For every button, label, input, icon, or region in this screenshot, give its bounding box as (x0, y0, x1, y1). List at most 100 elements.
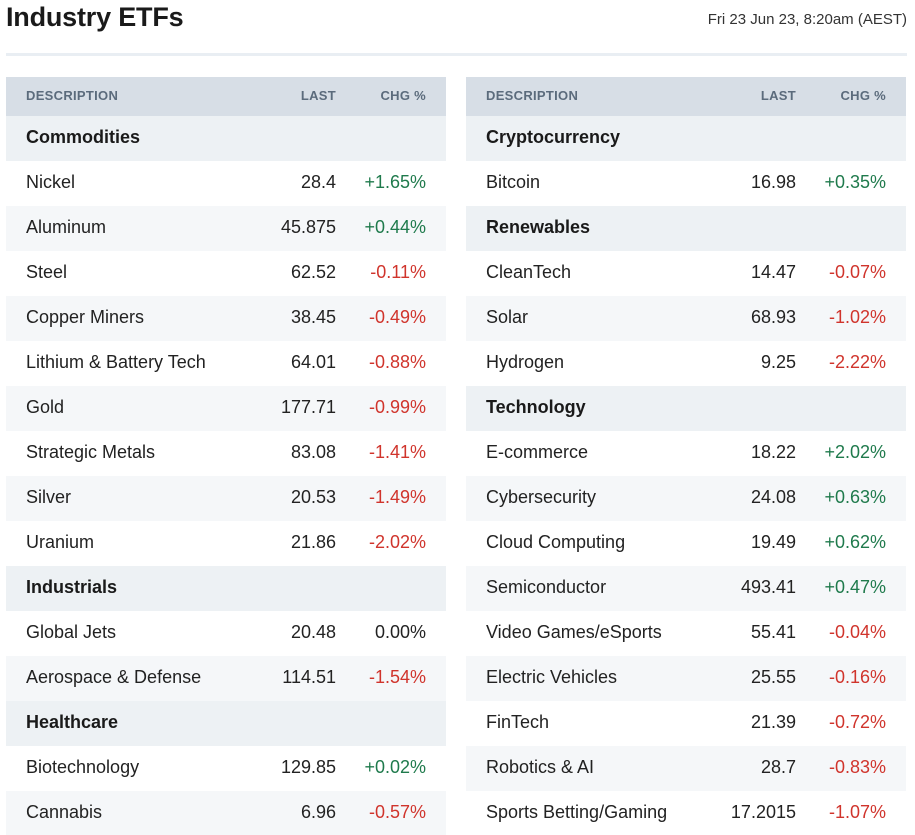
last-price: 114.51 (282, 667, 336, 687)
etf-name[interactable]: Cloud Computing (486, 532, 626, 552)
category-label: Cryptocurrency (486, 127, 621, 147)
change-percent: -0.99% (368, 397, 426, 417)
table-row[interactable]: Robotics & AI 28.7 -0.83% (466, 746, 906, 791)
etf-name[interactable]: Global Jets (26, 622, 117, 642)
etf-name[interactable]: Robotics & AI (486, 757, 595, 777)
change-percent: -2.22% (828, 352, 886, 372)
table-row[interactable]: Strategic Metals 83.08 -1.41% (6, 431, 446, 476)
table-row[interactable]: Nickel 28.4 +1.65% (6, 161, 446, 206)
etf-name[interactable]: E-commerce (486, 442, 589, 462)
table-row[interactable]: Gold 177.71 -0.99% (6, 386, 446, 431)
etf-name[interactable]: Gold (26, 397, 65, 417)
table-header: DESCRIPTION LAST CHG % (466, 77, 906, 116)
change-percent: -1.49% (368, 487, 426, 507)
page-header: Industry ETFs Fri 23 Jun 23, 8:20am (AES… (6, 0, 907, 56)
etf-name[interactable]: Strategic Metals (26, 442, 156, 462)
change-percent: +0.02% (364, 757, 426, 777)
etf-name[interactable]: Electric Vehicles (486, 667, 618, 687)
change-percent: -0.88% (368, 352, 426, 372)
table-row[interactable]: Sports Betting/Gaming 17.2015 -1.07% (466, 791, 906, 835)
last-price: 21.86 (290, 532, 336, 552)
column-header-last[interactable]: LAST (300, 88, 336, 103)
column-header-description[interactable]: DESCRIPTION (486, 88, 579, 103)
etf-table-left: DESCRIPTION LAST CHG % Commodities Nickel… (6, 77, 446, 835)
etf-name[interactable]: Silver (26, 487, 72, 507)
change-percent: +1.65% (364, 172, 426, 192)
last-price: 64.01 (290, 352, 336, 372)
etf-name[interactable]: Bitcoin (486, 172, 541, 192)
change-percent: +0.62% (824, 532, 886, 552)
table-row[interactable]: Cloud Computing 19.49 +0.62% (466, 521, 906, 566)
category-row: Industrials (6, 566, 446, 611)
etf-name[interactable]: Uranium (26, 532, 95, 552)
change-percent: -0.11% (370, 262, 426, 282)
table-row[interactable]: E-commerce 18.22 +2.02% (466, 431, 906, 476)
page-title: Industry ETFs (6, 2, 184, 32)
change-percent: +0.35% (824, 172, 886, 192)
last-price: 18.22 (750, 442, 796, 462)
table-row[interactable]: Lithium & Battery Tech 64.01 -0.88% (6, 341, 446, 386)
column-header-chg[interactable]: CHG % (840, 88, 886, 103)
etf-name[interactable]: Cannabis (26, 802, 103, 822)
etf-name[interactable]: Solar (486, 307, 529, 327)
table-row[interactable]: Cybersecurity 24.08 +0.63% (466, 476, 906, 521)
table-row[interactable]: Copper Miners 38.45 -0.49% (6, 296, 446, 341)
change-percent: -0.49% (368, 307, 426, 327)
change-percent: -0.83% (828, 757, 886, 777)
etf-name[interactable]: Semiconductor (486, 577, 607, 597)
etf-name[interactable]: Video Games/eSports (486, 622, 662, 642)
table-header: DESCRIPTION LAST CHG % (6, 77, 446, 116)
change-percent: +2.02% (824, 442, 886, 462)
etf-name[interactable]: CleanTech (486, 262, 572, 282)
table-row[interactable]: Hydrogen 9.25 -2.22% (466, 341, 906, 386)
category-label: Technology (486, 397, 586, 417)
last-price: 177.71 (280, 397, 336, 417)
category-label: Industrials (26, 577, 118, 597)
last-price: 38.45 (290, 307, 336, 327)
table-row[interactable]: Global Jets 20.48 0.00% (6, 611, 446, 656)
change-percent: -0.57% (368, 802, 426, 822)
table-row[interactable]: Electric Vehicles 25.55 -0.16% (466, 656, 906, 701)
etf-name[interactable]: Sports Betting/Gaming (486, 802, 668, 822)
etf-name[interactable]: Lithium & Battery Tech (26, 352, 206, 372)
etf-name[interactable]: Hydrogen (486, 352, 565, 372)
last-price: 16.98 (750, 172, 796, 192)
etf-name[interactable]: Copper Miners (26, 307, 145, 327)
category-label: Commodities (26, 127, 141, 147)
table-row[interactable]: Biotechnology 129.85 +0.02% (6, 746, 446, 791)
etf-name[interactable]: Cybersecurity (486, 487, 597, 507)
change-percent: +0.63% (824, 487, 886, 507)
column-header-chg[interactable]: CHG % (380, 88, 426, 103)
category-row: Commodities (6, 116, 446, 161)
last-price: 45.875 (280, 217, 336, 237)
etf-name[interactable]: Steel (26, 262, 68, 282)
table-row[interactable]: Semiconductor 493.41 +0.47% (466, 566, 906, 611)
etf-name[interactable]: Aluminum (26, 217, 107, 237)
change-percent: -1.41% (368, 442, 426, 462)
category-row: Cryptocurrency (466, 116, 906, 161)
change-percent: -1.07% (828, 802, 886, 822)
last-price: 493.41 (740, 577, 796, 597)
category-row: Healthcare (6, 701, 446, 746)
etf-name[interactable]: Nickel (26, 172, 76, 192)
table-row[interactable]: Solar 68.93 -1.02% (466, 296, 906, 341)
table-row[interactable]: Aerospace & Defense 114.51 -1.54% (6, 656, 446, 701)
table-body: Cryptocurrency Bitcoin 16.98 +0.35% Renewabl… (466, 116, 906, 835)
last-price: 129.85 (280, 757, 336, 777)
last-price: 55.41 (750, 622, 796, 642)
table-row[interactable]: Uranium 21.86 -2.02% (6, 521, 446, 566)
table-row[interactable]: CleanTech 14.47 -0.07% (466, 251, 906, 296)
etf-name[interactable]: FinTech (486, 712, 550, 732)
column-header-description[interactable]: DESCRIPTION (26, 88, 119, 103)
table-row[interactable]: FinTech 21.39 -0.72% (466, 701, 906, 746)
column-header-last[interactable]: LAST (760, 88, 796, 103)
table-row[interactable]: Video Games/eSports 55.41 -0.04% (466, 611, 906, 656)
last-price: 25.55 (750, 667, 796, 687)
etf-name[interactable]: Aerospace & Defense (26, 667, 202, 687)
table-row[interactable]: Aluminum 45.875 +0.44% (6, 206, 446, 251)
table-row[interactable]: Steel 62.52 -0.11% (6, 251, 446, 296)
etf-name[interactable]: Biotechnology (26, 757, 140, 777)
table-row[interactable]: Cannabis 6.96 -0.57% (6, 791, 446, 835)
table-row[interactable]: Silver 20.53 -1.49% (6, 476, 446, 521)
table-row[interactable]: Bitcoin 16.98 +0.35% (466, 161, 906, 206)
